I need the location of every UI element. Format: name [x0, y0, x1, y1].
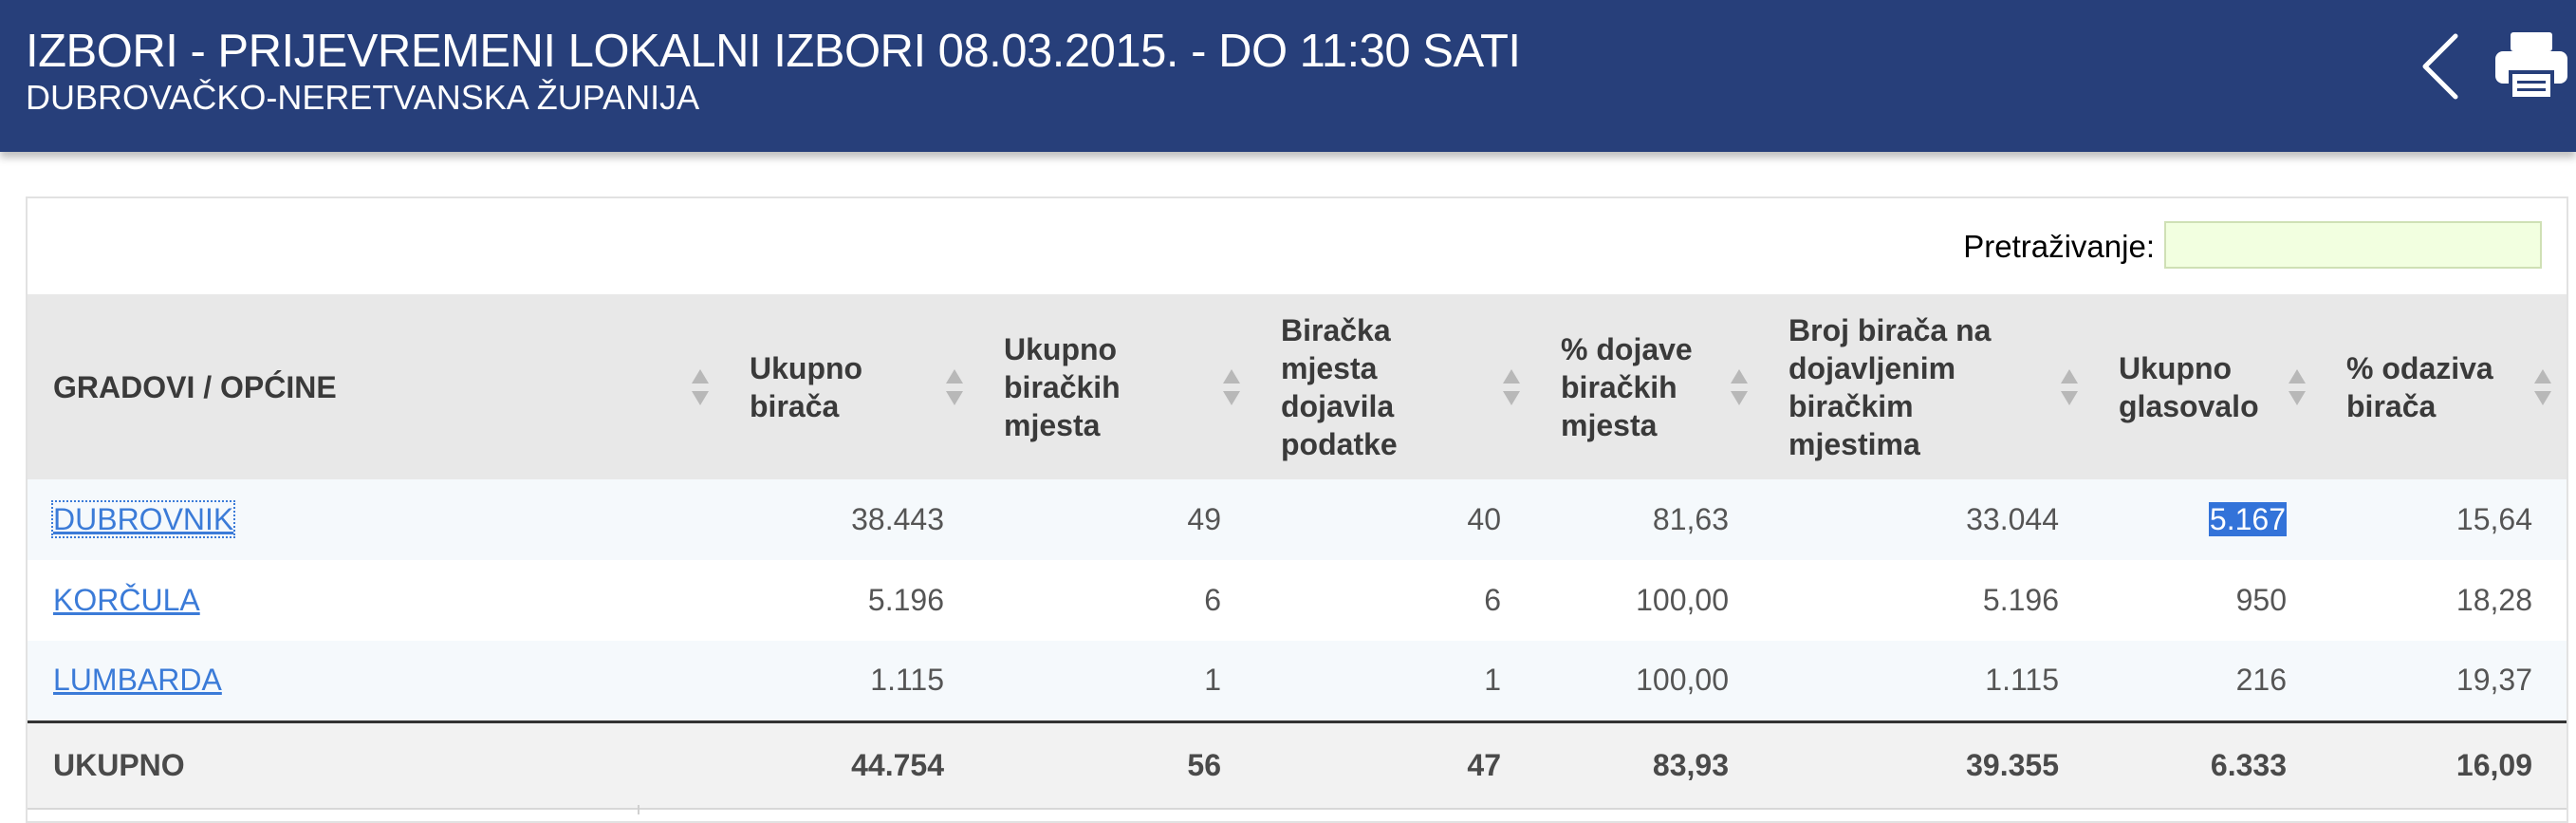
dojavila-podatke-cell: 1: [1255, 641, 1535, 721]
ukupno-glasovalo-cell: 950: [2093, 560, 2321, 641]
results-table: GRADOVI / OPĆINE Ukupno birača Ukupno bi…: [28, 294, 2567, 810]
column-header-label: Broj birača na dojavljenim biračkim mjes…: [1788, 312, 1992, 461]
posto-odaziva-cell: 15,64: [2321, 479, 2567, 560]
column-header-label: Ukupno glasovalo: [2119, 350, 2259, 423]
page-title: IZBORI - PRIJEVREMENI LOKALNI IZBORI 08.…: [26, 26, 1521, 77]
column-header-ukupno-biraca[interactable]: Ukupno birača: [724, 294, 978, 479]
broj-biraca-dojavljeno-cell: 5.196: [1763, 560, 2093, 641]
total-dojavila-podatke: 47: [1255, 720, 1535, 810]
column-header-ukupno-birackih-mjesta[interactable]: Ukupno biračkih mjesta: [978, 294, 1255, 479]
column-header-label: % dojave biračkih mjesta: [1561, 331, 1693, 442]
dojavila-podatke-cell: 6: [1255, 560, 1535, 641]
broj-biraca-dojavljeno-cell: 1.115: [1763, 641, 2093, 721]
column-header-dojavila-podatke[interactable]: Biračka mjesta dojavila podatke: [1255, 294, 1535, 479]
sort-icon: [2534, 368, 2551, 405]
column-header-gradovi-opcine[interactable]: GRADOVI / OPĆINE: [28, 294, 724, 479]
broj-biraca-dojavljeno-cell: 33.044: [1763, 479, 2093, 560]
search-input[interactable]: [2164, 221, 2542, 269]
municipality-cell: KORČULA: [28, 560, 724, 641]
column-header-ukupno-glasovalo[interactable]: Ukupno glasovalo: [2093, 294, 2321, 479]
column-header-posto-dojave[interactable]: % dojave biračkih mjesta: [1535, 294, 1763, 479]
search-label: Pretraživanje:: [1963, 229, 2155, 264]
table-row: DUBROVNIK 38.443 49 40 81,63 33.044 5.16…: [28, 479, 2567, 560]
posto-odaziva-cell: 18,28: [2321, 560, 2567, 641]
column-header-label: GRADOVI / OPĆINE: [53, 369, 337, 404]
total-broj-biraca-dojavljeno: 39.355: [1763, 720, 2093, 810]
sort-icon: [2289, 368, 2306, 405]
ukupno-glasovalo-cell: 5.167: [2093, 479, 2321, 560]
posto-dojave-cell: 100,00: [1535, 641, 1763, 721]
ukupno-biraca-cell: 1.115: [724, 641, 978, 721]
table-row: LUMBARDA 1.115 1 1 100,00 1.115 216 19,3…: [28, 641, 2567, 721]
column-header-label: % odaziva birača: [2346, 350, 2493, 423]
back-button[interactable]: [2418, 30, 2465, 103]
table-row: KORČULA 5.196 6 6 100,00 5.196 950 18,28: [28, 560, 2567, 641]
municipality-link[interactable]: DUBROVNIK: [50, 500, 236, 538]
ukupno-glasovalo-cell: 216: [2093, 641, 2321, 721]
ukupno-birackih-mjesta-cell: 49: [978, 479, 1255, 560]
page-subtitle: DUBROVAČKO-NERETVANSKA ŽUPANIJA: [26, 78, 700, 117]
sort-icon: [1503, 368, 1520, 405]
table-header-row: GRADOVI / OPĆINE Ukupno birača Ukupno bi…: [28, 294, 2567, 479]
sort-icon: [2061, 368, 2078, 405]
sort-icon: [946, 368, 963, 405]
posto-dojave-cell: 81,63: [1535, 479, 1763, 560]
total-posto-dojave: 83,93: [1535, 720, 1763, 810]
ukupno-birackih-mjesta-cell: 6: [978, 560, 1255, 641]
total-row: UKUPNO 44.754 56 47 83,93 39.355 6.333 1…: [28, 720, 2567, 810]
column-header-label: Ukupno birača: [750, 350, 863, 423]
total-ukupno-glasovalo: 6.333: [2093, 720, 2321, 810]
sort-icon: [692, 368, 709, 405]
posto-dojave-cell: 100,00: [1535, 560, 1763, 641]
total-posto-odaziva: 16,09: [2321, 720, 2567, 810]
selected-text: 5.167: [2208, 502, 2287, 536]
ukupno-biraca-cell: 38.443: [724, 479, 978, 560]
chevron-left-icon: [2422, 33, 2458, 100]
sort-icon: [1731, 368, 1748, 405]
column-header-broj-biraca-dojavljeno[interactable]: Broj birača na dojavljenim biračkim mjes…: [1763, 294, 2093, 479]
dojavila-podatke-cell: 40: [1255, 479, 1535, 560]
sort-icon: [1223, 368, 1240, 405]
column-header-label: Ukupno biračkih mjesta: [1004, 331, 1121, 442]
ukupno-birackih-mjesta-cell: 1: [978, 641, 1255, 721]
municipality-cell: LUMBARDA: [28, 641, 724, 721]
footer-divider: [638, 805, 639, 814]
municipality-cell: DUBROVNIK: [28, 479, 724, 560]
total-label: UKUPNO: [28, 720, 724, 810]
column-header-label: Biračka mjesta dojavila podatke: [1281, 312, 1398, 461]
ukupno-biraca-cell: 5.196: [724, 560, 978, 641]
column-header-posto-odaziva[interactable]: % odaziva birača: [2321, 294, 2567, 479]
printer-icon: [2495, 32, 2567, 97]
posto-odaziva-cell: 19,37: [2321, 641, 2567, 721]
municipality-link[interactable]: KORČULA: [53, 583, 200, 617]
total-ukupno-biraca: 44.754: [724, 720, 978, 810]
page-header: IZBORI - PRIJEVREMENI LOKALNI IZBORI 08.…: [0, 0, 2576, 152]
print-button[interactable]: [2493, 28, 2569, 101]
municipality-link[interactable]: LUMBARDA: [53, 663, 222, 698]
total-ukupno-birackih-mjesta: 56: [978, 720, 1255, 810]
